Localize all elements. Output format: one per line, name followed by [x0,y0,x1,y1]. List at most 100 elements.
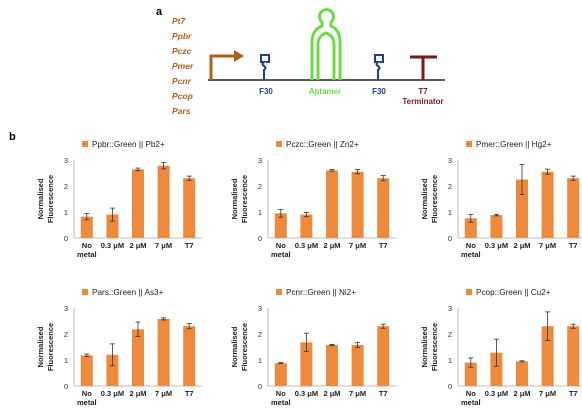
category-label-line: No [82,241,92,250]
y-tick-label: 3 [448,156,452,165]
category-label-line: metal [271,250,291,259]
category-label: 7 μM [155,241,172,250]
y-axis-label: NormalisedFluorescence [230,175,249,223]
bar [274,213,287,238]
promoter-list: Pt7 Ppbr Pczc Pmer Pcnr Pcop Pars [172,16,194,116]
bar [377,326,390,386]
y-tick-label: 3 [64,304,68,313]
y-tick-label: 3 [258,304,262,313]
category-label: 2 μM [513,241,530,250]
bar-charts: Ppbr::Green || Pb2+0123NormalisedFluores… [36,140,582,407]
category-label: No metal [77,389,97,407]
y-axis-label: NormalisedFluorescence [36,323,55,371]
category-label: No metal [271,389,291,407]
legend-label: Pcop::Green || Cu2+ [476,288,551,297]
category-label: 0.3 μM [295,241,318,250]
category-label: 0.3 μM [101,241,124,250]
bar [300,214,313,238]
y-tick-label: 0 [64,234,68,243]
category-label: T7 [569,241,578,250]
bar [464,362,477,386]
y-axis-label-line: Normalised [36,326,45,367]
promoter-label: Pcnr [172,76,192,86]
category-label: 0.3 μM [485,241,508,250]
chart-6: Pcop::Green || Cu2+0 1 2 3NormalisedFluores… [420,288,582,407]
y-axis-label-line: Fluorescence [240,175,249,223]
y-tick-label: 2 [258,182,262,191]
construct-diagram: a Pt7 Ppbr Pczc Pmer Pcnr Pcop Pars F30 … [156,6,445,116]
y-tick-label: 0 [258,382,262,391]
chart-2: Pczc::Green || Zn2+0 1 2 3NormalisedFluores… [230,140,396,259]
f30-left-label: F30 [259,87,273,96]
y-tick-label: 1 [448,356,452,365]
category-label: 2 μM [129,241,146,250]
category-label: T7 [185,389,194,398]
category-label: 2 μM [323,241,340,250]
category-label-line: No [466,241,476,250]
y-axis-label-line: Fluorescence [46,323,55,371]
bar [567,326,580,386]
bar [541,171,554,238]
bar [274,363,287,386]
bar [541,326,554,386]
y-tick-label: 2 [64,330,68,339]
aptamer-hairpin-icon [310,8,342,80]
y-tick-label: 0 [448,382,452,391]
promoter-label: Pmer [172,61,194,71]
y-tick-label: 1 [258,356,262,365]
category-label-line: metal [77,398,97,407]
y-axis-label-line: Normalised [420,178,429,219]
y-axis-label-line: Fluorescence [240,323,249,371]
y-axis-label: NormalisedFluorescence [36,175,55,223]
y-tick-label: 0 [258,234,262,243]
bar [80,355,93,386]
category-label: No metal [77,241,97,259]
f30-scaffold-icon [374,54,384,80]
promoter-label: Ppbr [172,31,192,41]
y-axis-label: NormalisedFluorescence [230,323,249,371]
chart-1: Ppbr::Green || Pb2+0 1 2 3NormalisedFluores… [36,140,202,259]
y-axis-label-line: Fluorescence [46,175,55,223]
promoter-label: Pt7 [172,16,187,26]
category-label: T7 [185,241,194,250]
legend-swatch [466,289,472,295]
y-tick-label: 2 [64,182,68,191]
bar [132,329,144,386]
y-axis-label: NormalisedFluorescence [420,323,439,371]
category-label-line: No [466,389,476,398]
y-tick-label: 2 [448,330,452,339]
category-label: T7 [379,389,388,398]
y-tick-label: 1 [448,208,452,217]
category-label: 2 μM [323,389,340,398]
chart-4: Pars::Green || As3+0 1 2 3NormalisedFluores… [36,288,202,407]
promoter-label: Pczc [172,46,192,56]
y-axis-label-line: Normalised [230,326,239,367]
bar [464,218,477,238]
chart-5: Pcnr::Green || Ni2+0 1 2 3NormalisedFluores… [230,288,396,407]
bar [567,178,580,238]
category-label: No metal [461,241,481,259]
category-label: 7 μM [155,389,172,398]
legend-swatch [82,289,88,295]
y-axis-label-line: Fluorescence [430,323,439,371]
category-label: T7 [569,389,578,398]
y-axis-label-line: Normalised [36,178,45,219]
bar [326,344,338,386]
bar [516,361,528,386]
terminator-label: Terminator [402,97,443,106]
bar [300,342,313,386]
y-tick-label: 3 [64,156,68,165]
legend-label: Pczc::Green || Zn2+ [286,140,359,149]
bar [377,178,390,238]
promoter-label: Pars [172,106,191,116]
legend-label: Pcnr::Green || Ni2+ [286,288,356,297]
category-label: 7 μM [349,389,366,398]
aptamer-label: Aptamer [309,87,341,96]
y-axis-label-line: Normalised [420,326,429,367]
y-tick-label: 2 [258,330,262,339]
bar [326,170,338,238]
bar [183,178,196,238]
y-tick-label: 1 [258,208,262,217]
category-label: No metal [461,389,481,407]
